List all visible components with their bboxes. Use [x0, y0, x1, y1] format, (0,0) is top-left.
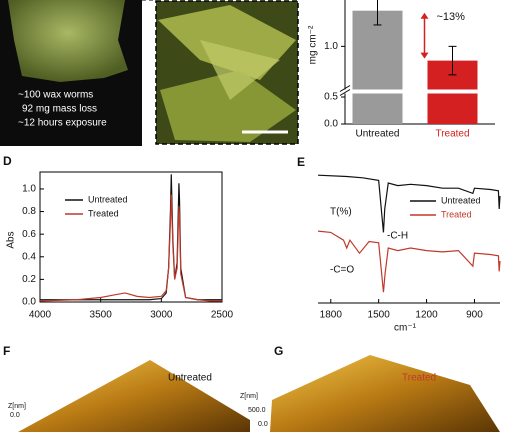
y-tick-label: 0.5	[324, 92, 338, 103]
photo-text: ~100 wax worms	[18, 90, 93, 101]
x-tick-label: 1500	[368, 310, 391, 321]
z-tick: 0.0	[10, 412, 20, 419]
annotation: -C-H	[387, 231, 408, 242]
z-label: Z[nm]	[240, 393, 258, 400]
panel-label: D	[3, 154, 12, 168]
afm-title: Treated	[402, 373, 436, 384]
annotation: -C=O	[330, 265, 354, 276]
texture	[160, 70, 296, 142]
x-tick-label: 900	[466, 310, 483, 321]
comb-photo	[8, 0, 128, 82]
x-axis-label: cm⁻¹	[394, 323, 417, 334]
panel-label: G	[274, 344, 283, 358]
legend-label: Untreated	[88, 194, 128, 204]
y-axis-label: mg cm⁻²	[308, 25, 319, 64]
line	[317, 230, 501, 293]
axis-break	[339, 89, 351, 96]
afm-title: Untreated	[168, 373, 212, 384]
bar	[352, 10, 403, 125]
x-tick-label: 3500	[90, 310, 113, 321]
y-tick-label: 0.0	[324, 119, 338, 130]
texture	[200, 40, 280, 100]
annotation: ~13%	[437, 11, 466, 23]
y-tick-label: 0.8	[22, 206, 36, 217]
x-tick-label: 4000	[29, 310, 52, 321]
photo-text: ~12 hours exposure	[18, 118, 107, 129]
axis-break	[339, 89, 489, 94]
x-tick-label: 1200	[415, 310, 438, 321]
afm-surface	[18, 360, 250, 432]
legend-label: Untreated	[441, 195, 481, 205]
z-label: Z[nm]	[8, 403, 26, 410]
plot-frame	[39, 171, 223, 303]
panel-label: E	[297, 155, 305, 169]
photo-text: 92 mg mass loss	[22, 104, 97, 115]
y-tick-label: 1.0	[22, 184, 36, 195]
x-tick-label: 1800	[320, 310, 343, 321]
axis-break	[339, 85, 351, 92]
y-axis-label: Abs	[6, 231, 17, 248]
line	[40, 174, 222, 301]
y-tick-label: 0.2	[22, 274, 36, 285]
panel-label: F	[3, 344, 10, 358]
line	[39, 194, 222, 302]
afm-surface	[270, 355, 500, 432]
x-tick-label: 3000	[150, 310, 173, 321]
y-tick-label: 0.4	[22, 251, 36, 262]
y-tick-label: 0.6	[22, 229, 36, 240]
x-tick-label: Treated	[435, 129, 469, 140]
x-tick-label: 2500	[211, 310, 234, 321]
y-tick-label: 0.0	[22, 297, 36, 308]
z-tick: 500.0	[248, 407, 266, 414]
y-axis-label: T(%)	[330, 207, 352, 218]
x-tick-label: Untreated	[356, 129, 400, 140]
z-tick: 0.0	[258, 421, 268, 428]
legend-label: Treated	[441, 209, 472, 219]
y-tick-label: 1.0	[324, 41, 338, 52]
legend-label: Treated	[88, 208, 119, 218]
line	[317, 174, 501, 233]
